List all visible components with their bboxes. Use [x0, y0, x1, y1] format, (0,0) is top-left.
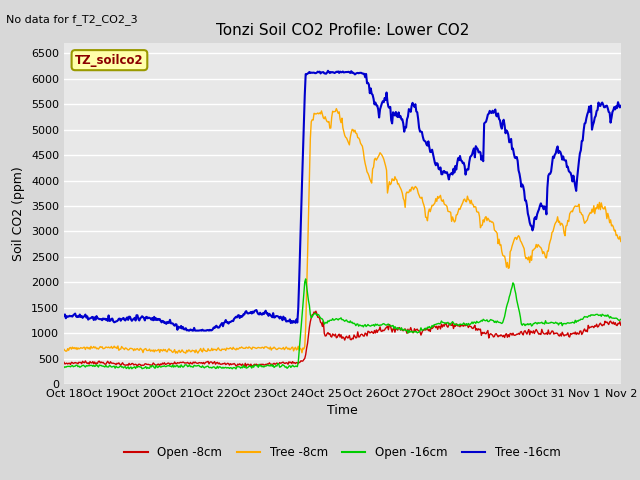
- Y-axis label: Soil CO2 (ppm): Soil CO2 (ppm): [12, 166, 26, 261]
- Text: No data for f_T2_CO2_3: No data for f_T2_CO2_3: [6, 14, 138, 25]
- Legend: Open -8cm, Tree -8cm, Open -16cm, Tree -16cm: Open -8cm, Tree -8cm, Open -16cm, Tree -…: [120, 441, 565, 464]
- X-axis label: Time: Time: [327, 405, 358, 418]
- Title: Tonzi Soil CO2 Profile: Lower CO2: Tonzi Soil CO2 Profile: Lower CO2: [216, 23, 469, 38]
- Text: TZ_soilco2: TZ_soilco2: [75, 54, 144, 67]
